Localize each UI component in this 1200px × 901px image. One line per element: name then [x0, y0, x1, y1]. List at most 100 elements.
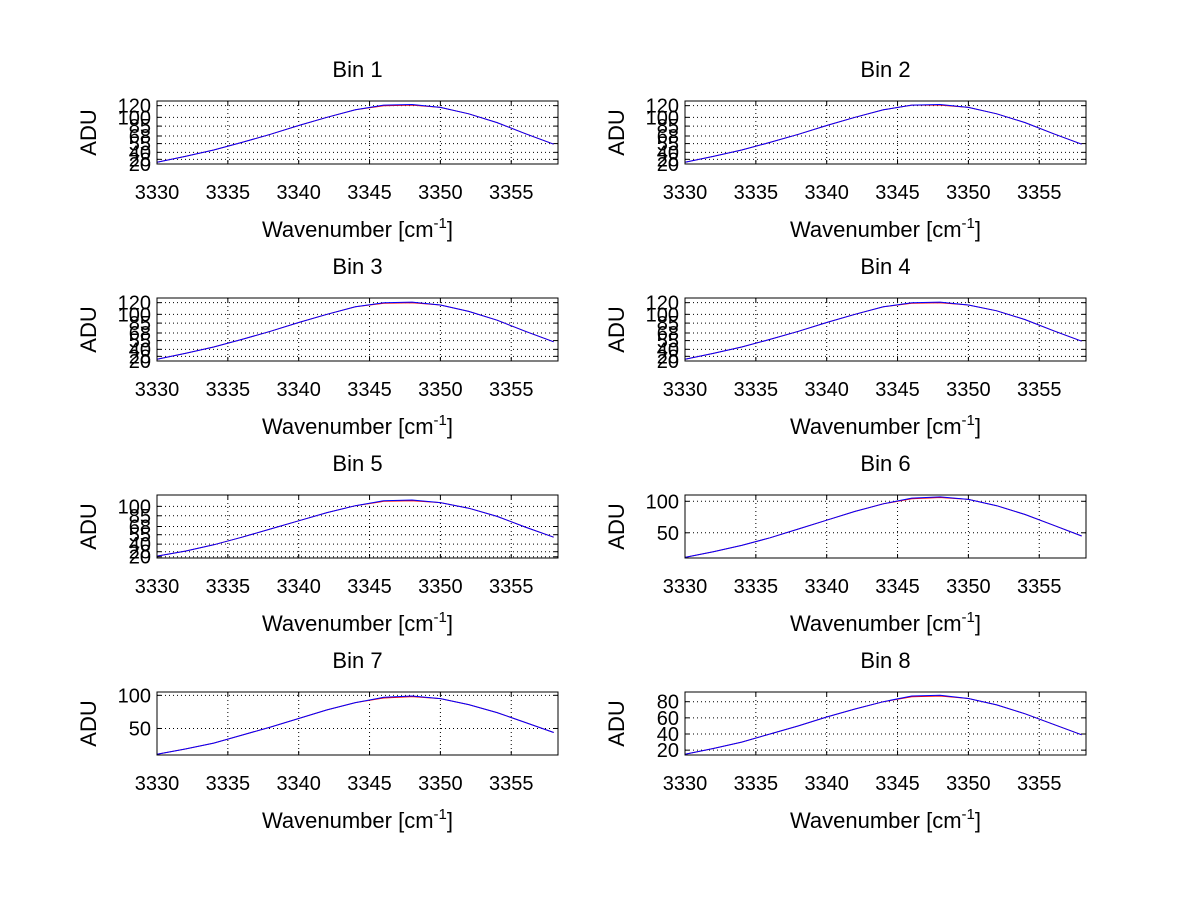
- x-tick-label: 3355: [489, 379, 534, 401]
- x-axis-label: Wavenumber [cm-1]: [262, 412, 453, 439]
- subplot-title: Bin 4: [860, 254, 910, 279]
- x-tick-label: 3330: [663, 379, 708, 401]
- x-tick-label: 3340: [276, 379, 321, 401]
- y-tick-label: 68: [129, 126, 151, 148]
- x-tick-label: 3340: [804, 576, 849, 598]
- x-axis-label-superscript: -1: [962, 412, 975, 429]
- x-tick-label: 3355: [1017, 773, 1062, 795]
- x-axis-label-superscript: -1: [434, 806, 447, 823]
- y-tick-label: 20: [657, 351, 679, 373]
- y-axis-label: ADU: [604, 109, 629, 155]
- x-tick-label: 3330: [663, 576, 708, 598]
- series-line-2: [156, 103, 554, 163]
- series-line-2: [684, 694, 1082, 755]
- x-axis-label-end: ]: [447, 414, 453, 439]
- x-tick-label: 3350: [418, 182, 463, 204]
- y-tick-label: 68: [129, 517, 151, 539]
- x-axis-label: Wavenumber [cm-1]: [262, 609, 453, 636]
- series-line-2: [156, 301, 554, 360]
- subplot-3: Bin 3 3330 3335 3340 3345 3350 3355 20284055688…: [76, 254, 559, 439]
- x-tick-label: 3345: [347, 182, 392, 204]
- x-tick-label: 3350: [418, 379, 463, 401]
- y-tick-label: 68: [129, 323, 151, 345]
- subplot-title: Bin 1: [332, 57, 382, 82]
- subplot-title: Bin 5: [332, 451, 382, 476]
- subplot-4: Bin 4 3330 3335 3340 3345 3350 3355 20284055688…: [604, 254, 1087, 439]
- x-tick-label: 3340: [804, 773, 849, 795]
- axes-box: [684, 494, 1087, 559]
- y-tick-label: 55: [657, 134, 679, 156]
- y-tick-label: 55: [129, 525, 151, 547]
- x-tick-label: 3355: [1017, 182, 1062, 204]
- x-axis-label-text: Wavenumber [cm: [790, 414, 962, 439]
- y-tick-label: 40: [129, 142, 151, 164]
- x-tick-label: 3350: [418, 773, 463, 795]
- y-tick-label: 120: [118, 96, 151, 118]
- x-tick-label: 3330: [135, 576, 180, 598]
- subplot-2: Bin 2 3330 3335 3340 3345 3350 3355 20284055688…: [604, 57, 1087, 242]
- axes-box: [684, 100, 1087, 165]
- x-tick-label: 3335: [206, 576, 251, 598]
- y-tick-label: 120: [646, 293, 679, 315]
- subplot-1: Bin 1 3330 3335 3340 3345 3350 3355 20284055688…: [76, 57, 559, 242]
- y-tick-label: 100: [646, 107, 679, 129]
- x-tick-label: 3340: [804, 182, 849, 204]
- x-axis-label-end: ]: [447, 217, 453, 242]
- x-tick-label: 3355: [489, 576, 534, 598]
- y-tick-label: 40: [657, 339, 679, 361]
- x-tick-label: 3350: [946, 379, 991, 401]
- y-tick-label: 85: [657, 116, 679, 138]
- y-tick-label: 50: [657, 523, 679, 545]
- x-axis-label: Wavenumber [cm-1]: [790, 215, 981, 242]
- y-tick-label: 85: [129, 506, 151, 528]
- x-tick-label: 3330: [135, 182, 180, 204]
- y-tick-label: 28: [657, 346, 679, 368]
- x-axis-label: Wavenumber [cm-1]: [262, 215, 453, 242]
- x-axis-label-superscript: -1: [962, 609, 975, 626]
- x-tick-label: 3335: [734, 379, 779, 401]
- y-tick-label: 20: [129, 351, 151, 373]
- x-axis-label-text: Wavenumber [cm: [262, 217, 434, 242]
- y-tick-label: 85: [657, 313, 679, 335]
- x-tick-label: 3345: [875, 379, 920, 401]
- y-tick-label: 100: [118, 304, 151, 326]
- x-axis-label-superscript: -1: [434, 412, 447, 429]
- subplot-6: Bin 6 3330 3335 3340 3345 3350 3355 50 100 Wavenu…: [604, 451, 1087, 636]
- y-tick-label: 20: [129, 154, 151, 176]
- x-axis-label-end: ]: [975, 611, 981, 636]
- y-tick-label: 40: [129, 534, 151, 556]
- x-axis-label-end: ]: [975, 217, 981, 242]
- x-tick-label: 3340: [804, 379, 849, 401]
- y-tick-label: 55: [129, 134, 151, 156]
- subplot-title: Bin 3: [332, 254, 382, 279]
- x-tick-label: 3340: [276, 182, 321, 204]
- x-tick-label: 3345: [347, 773, 392, 795]
- y-tick-label: 50: [129, 718, 151, 740]
- x-axis-label-text: Wavenumber [cm: [262, 611, 434, 636]
- x-axis-label-superscript: -1: [962, 215, 975, 232]
- x-axis-label-text: Wavenumber [cm: [262, 808, 434, 833]
- y-tick-label: 55: [129, 331, 151, 353]
- y-tick-label: 100: [118, 107, 151, 129]
- subplot-7: Bin 7 3330 3335 3340 3345 3350 3355 50 100 Wavenu…: [76, 648, 559, 833]
- x-axis-label-superscript: -1: [962, 806, 975, 823]
- y-tick-label: 40: [657, 142, 679, 164]
- series-line-2: [684, 301, 1082, 360]
- x-tick-label: 3350: [946, 773, 991, 795]
- x-tick-label: 3350: [418, 576, 463, 598]
- series-line-2: [156, 695, 554, 755]
- subplot-title: Bin 6: [860, 451, 910, 476]
- x-tick-label: 3335: [206, 182, 251, 204]
- axes-box: [156, 691, 559, 756]
- y-tick-label: 68: [657, 126, 679, 148]
- x-axis-label-end: ]: [447, 808, 453, 833]
- y-tick-label: 20: [657, 154, 679, 176]
- x-tick-label: 3350: [946, 182, 991, 204]
- x-tick-label: 3345: [347, 576, 392, 598]
- x-tick-label: 3330: [663, 773, 708, 795]
- y-tick-label: 28: [129, 542, 151, 564]
- y-tick-label: 85: [129, 116, 151, 138]
- x-tick-label: 3335: [206, 773, 251, 795]
